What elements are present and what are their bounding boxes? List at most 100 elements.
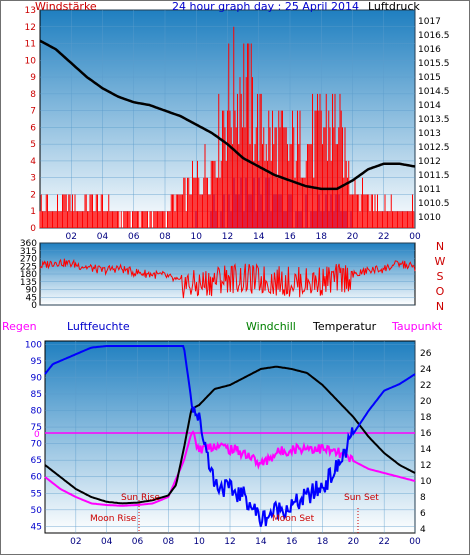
temperature-tick-label: 12 [420,461,431,471]
time-tick-label: 18 [316,232,328,242]
direction-tick-label: 360 [20,239,37,249]
humidity-tick-label: 95 [31,357,42,367]
humidity-tick-label: 55 [31,489,42,499]
sun-set-label: Sun Set [344,493,379,503]
temperature-tick-label: 10 [420,477,432,487]
temperature-tick-label: 4 [420,525,426,535]
wind-tick-label: 3 [30,174,36,184]
humidity-tick-label: 70 [31,440,43,450]
time-tick-label: 20 [347,232,359,242]
pressure-tick-label: 1010 [418,213,441,223]
temperature-tick-label: 14 [420,445,432,455]
time-tick-label: 06 [128,232,140,242]
climate-panel: 0 45 50 55 60 65 70 75 80 85 90 95 100 4 6 8 10 12 14 16 1… [2,320,443,547]
dewpoint-line [44,430,416,507]
time-tick-label: 18 [317,537,329,547]
compass-label: N [436,240,444,253]
direction-tick-label: 270 [20,255,37,265]
compass-label: S [437,270,444,283]
wind-tick-label: 5 [30,140,36,150]
wind-direction-line [39,258,416,299]
moon-set-label: Moon Set [272,514,315,524]
compass-label: W [435,255,446,268]
time-tick-label: 04 [101,537,113,547]
humidity-tick-label: 85 [31,390,42,400]
direction-tick-label: 45 [26,293,37,303]
time-tick-label: 06 [132,537,144,547]
direction-tick-label: 0 [31,301,37,311]
compass-label: O [436,285,445,298]
direction-tick-label: 135 [20,278,37,288]
time-tick-label: 22 [378,537,389,547]
time-tick-label: 10 [193,537,205,547]
pressure-tick-label: 1015 [418,73,441,83]
humidity-tick-label: 65 [31,456,42,466]
temperatur-label: Temperatur [312,320,377,333]
wind-tick-label: 0 [30,224,36,234]
pressure-tick-label: 1016.5 [418,31,450,41]
pressure-tick-label: 1010.5 [418,199,450,209]
sun-rise-label: Sun Rise [121,493,160,503]
time-tick-label: 14 [253,232,265,242]
time-tick-label: 02 [66,232,77,242]
windchill-label: Windchill [246,320,296,333]
time-tick-label: 22 [378,232,389,242]
time-tick-label: 04 [97,232,109,242]
temperature-tick-label: 16 [420,429,432,439]
humidity-tick-label: 45 [31,522,42,532]
humidity-tick-label: 60 [31,473,43,483]
compass-label: N [436,300,444,313]
direction-tick-label: 225 [20,262,37,272]
pressure-tick-label: 1016 [418,45,441,55]
humidity-tick-label: 75 [31,423,42,433]
luftdruck-label: Luftdruck [368,0,420,13]
temperature-line [44,365,416,505]
time-tick-label: 02 [70,537,81,547]
pressure-line [39,39,416,191]
humidity-tick-label: 90 [31,373,43,383]
wind-tick-label: 11 [25,40,36,50]
pressure-tick-label: 1014 [418,101,441,111]
direction-tick-label: 180 [20,270,37,280]
pressure-tick-label: 1013 [418,129,441,139]
pressure-tick-label: 1011.5 [418,171,450,181]
wind-tick-label: 8 [30,90,36,100]
time-tick-label: 10 [191,232,203,242]
luftfeuchte-label: Luftfeuchte [67,320,130,333]
time-tick-label: 14 [255,537,267,547]
moon-rise-label: Moon Rise [90,514,137,524]
chart-title: 24 hour graph day : 25 April 2014 [172,0,359,13]
humidity-line [44,345,416,527]
time-tick-label: 12 [222,232,233,242]
wind-tick-label: 10 [25,56,37,66]
time-tick-label: 08 [163,537,175,547]
temperature-tick-label: 26 [420,349,432,359]
temperature-tick-label: 22 [420,381,431,391]
time-tick-label: 00 [409,537,421,547]
windstaerke-label: Windstärke [35,0,97,13]
temperature-tick-label: 18 [420,413,432,423]
wind-tick-label: 9 [30,73,36,83]
humidity-tick-label: 100 [25,340,42,350]
wind-tick-label: 13 [25,6,36,16]
time-tick-label: 00 [409,232,421,242]
pressure-tick-label: 1014.5 [418,87,450,97]
wind-tick-label: 6 [30,123,36,133]
wind-tick-label: 7 [30,107,36,117]
time-tick-label: 16 [286,537,298,547]
wind-tick-label: 2 [30,190,36,200]
wind-tick-label: 1 [30,207,36,217]
regen-label: Regen [2,320,37,333]
time-tick-label: 16 [284,232,296,242]
pressure-tick-label: 1015.5 [418,59,450,69]
time-tick-label: 12 [224,537,235,547]
pressure-tick-label: 1012 [418,157,441,167]
pressure-tick-label: 1017 [418,17,441,27]
direction-tick-label: 90 [26,286,38,296]
humidity-tick-label: 80 [31,407,43,417]
time-tick-label: 08 [159,232,171,242]
direction-tick-label: 315 [20,247,37,257]
taupunkt-label: Taupunkt [391,320,443,333]
